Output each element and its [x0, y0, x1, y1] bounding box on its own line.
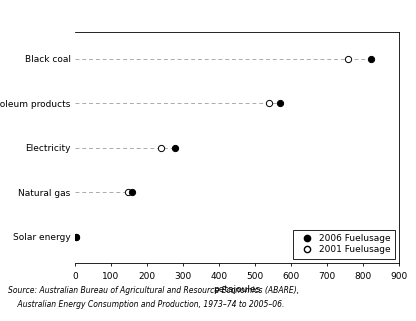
Legend: 2006 Fuelusage, 2001 Fuelusage: 2006 Fuelusage, 2001 Fuelusage — [293, 230, 395, 259]
Point — [367, 56, 374, 61]
Point — [345, 56, 352, 61]
Point — [276, 101, 283, 106]
X-axis label: petajoules: petajoules — [213, 285, 261, 294]
Point — [157, 145, 164, 150]
Point — [73, 234, 79, 239]
Point — [265, 101, 272, 106]
Text: Australian Energy Consumption and Production, 1973–74 to 2005–06.: Australian Energy Consumption and Produc… — [8, 300, 285, 309]
Point — [172, 145, 178, 150]
Point — [73, 234, 79, 239]
Point — [125, 189, 131, 195]
Text: Source: Australian Bureau of Agricultural and Resource Economics (ABARE),: Source: Australian Bureau of Agricultura… — [8, 286, 300, 295]
Point — [129, 189, 135, 195]
